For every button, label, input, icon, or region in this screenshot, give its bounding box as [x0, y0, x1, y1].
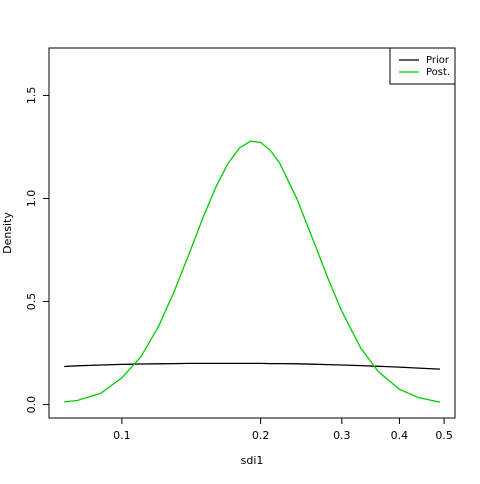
x-tick-label: 0.3 [333, 429, 351, 442]
y-tick-label: 0.5 [25, 293, 38, 311]
x-tick-label: 0.4 [391, 429, 409, 442]
plot-frame [48, 47, 456, 419]
x-tick-label: 0.1 [113, 429, 131, 442]
y-tick-label: 1.5 [25, 87, 38, 105]
y-tick-label: 0.0 [25, 396, 38, 414]
x-tick-label: 0.2 [252, 429, 270, 442]
line [64, 140, 441, 403]
x-tick-label: 0.5 [435, 429, 453, 442]
x-axis-label: sdi1 [241, 454, 264, 467]
legend-label: Post. [426, 67, 450, 78]
legend-box [389, 47, 456, 85]
legend-label: Prior [426, 55, 450, 66]
line [64, 362, 441, 370]
y-axis-label: Density [1, 212, 14, 254]
y-tick-label: 1.0 [25, 190, 38, 208]
